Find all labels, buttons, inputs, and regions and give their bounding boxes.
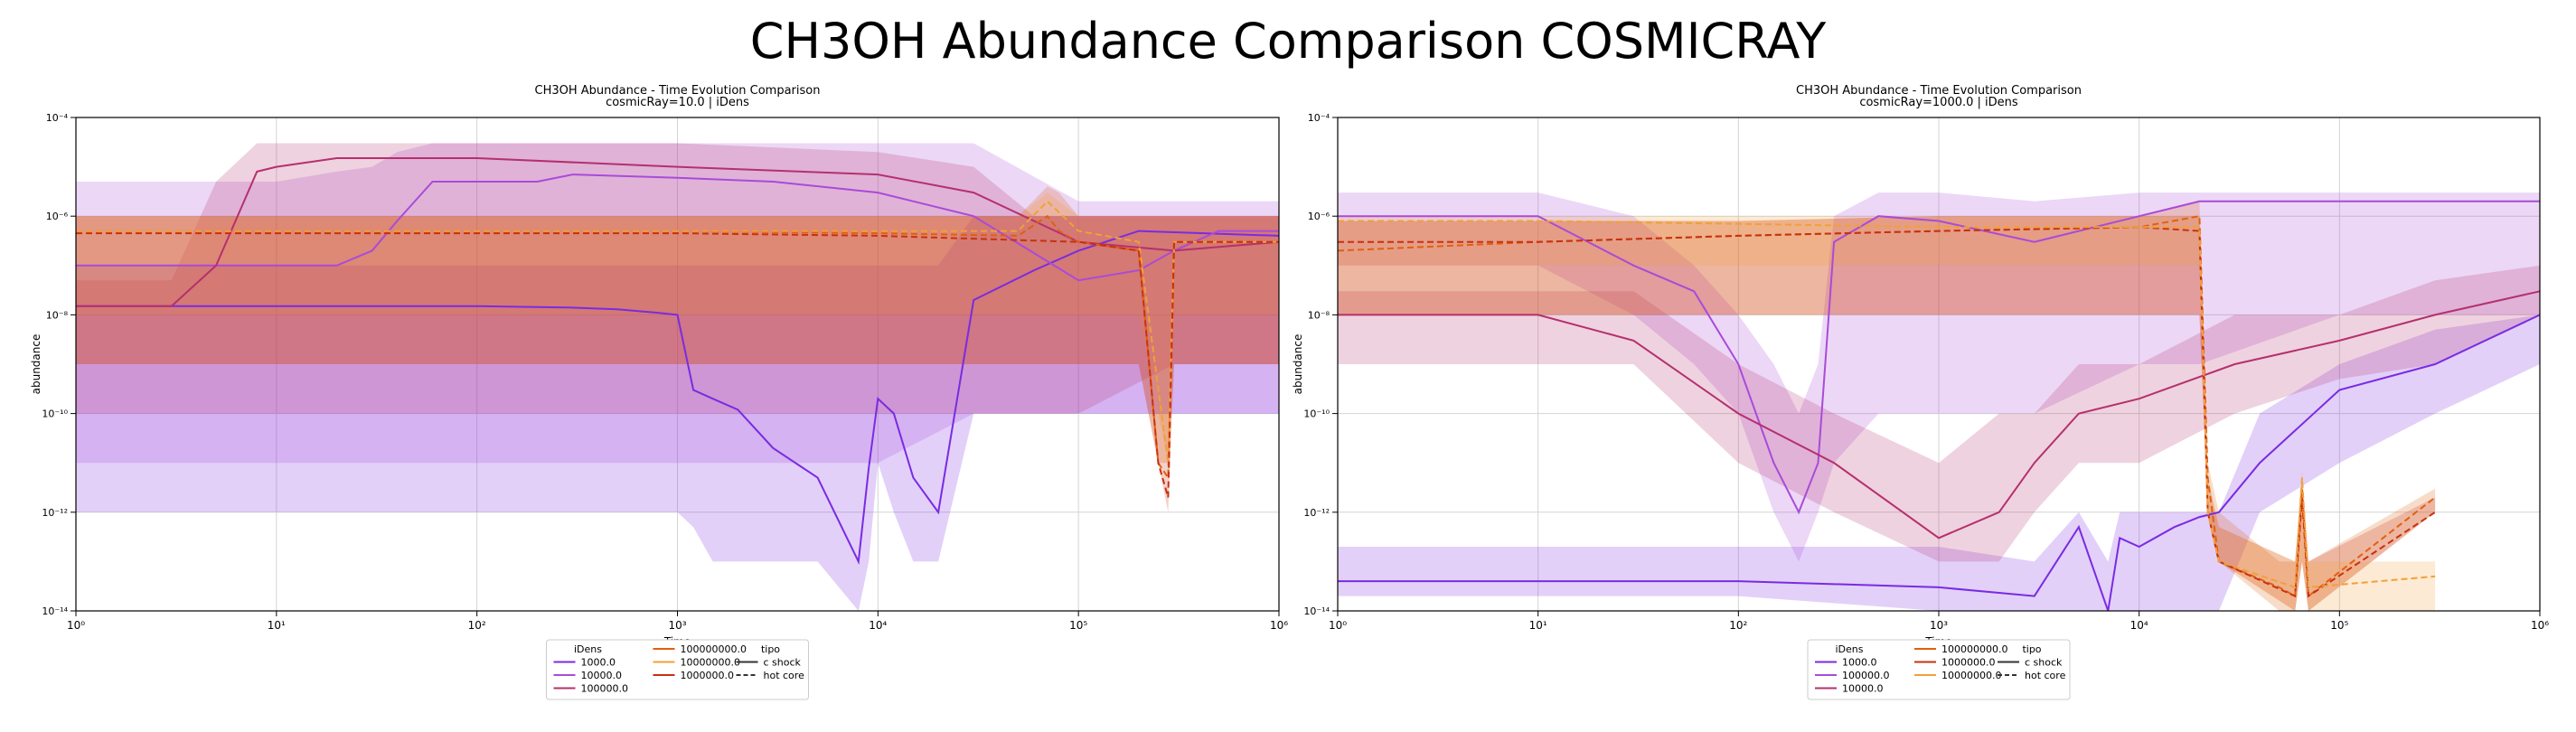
- x-tick-label: 10³: [668, 619, 686, 632]
- y-tick-label: 10⁻⁴: [46, 112, 69, 124]
- legend-entry: 10000.0: [581, 670, 623, 681]
- chart-title: CH3OH Abundance - Time Evolution Compari…: [1796, 84, 2082, 98]
- y-tick-label: 10⁻¹²: [1303, 507, 1330, 519]
- y-tick-label: 10⁻⁸: [1308, 309, 1330, 321]
- series-line-100000000.0: [76, 214, 1279, 481]
- x-tick-label: 10⁶: [1270, 619, 1288, 632]
- chart-panel-left: CH3OH Abundance - Time Evolution Compari…: [30, 84, 1288, 700]
- series-line-100000.0: [1338, 200, 2540, 515]
- plot-area: [1338, 192, 2540, 611]
- y-tick-label: 10⁻¹⁰: [1303, 408, 1330, 420]
- series-line-1000000.0: [1338, 226, 2436, 598]
- legend-entry: c shock: [764, 657, 802, 669]
- legend-entry: hot core: [2025, 670, 2066, 681]
- legend-entry: 100000000.0: [1941, 643, 2007, 655]
- y-tick-label: 10⁻⁸: [46, 309, 69, 321]
- x-tick-label: 10⁰: [1329, 619, 1347, 632]
- legend-title: tipo: [761, 643, 780, 655]
- x-tick-label: 10⁵: [2330, 619, 2348, 632]
- series-band-10000000.0: [76, 192, 1279, 464]
- legend-entry: 100000.0: [581, 683, 629, 695]
- chart-subtitle: cosmicRay=10.0 | iDens: [606, 96, 749, 109]
- legend-entry: 1000000.0: [1941, 657, 1996, 669]
- series-line-1000000.0: [76, 232, 1279, 498]
- series-line-10000000.0: [1338, 220, 2436, 589]
- legend-title: tipo: [2022, 643, 2041, 655]
- series-band-100000000.0: [76, 186, 1279, 464]
- y-tick-label: 10⁻¹⁰: [42, 408, 68, 420]
- legend-entry: c shock: [2025, 657, 2063, 669]
- series-line-10000.0: [76, 174, 1279, 282]
- legend-title: iDens: [1836, 643, 1864, 655]
- series-band-10000.0: [76, 143, 1279, 464]
- legend-entry: 1000.0: [1842, 657, 1877, 669]
- legend-box: [1807, 639, 2071, 700]
- legend-entry: 10000000.0: [1941, 670, 2001, 681]
- figure-title: CH3OH Abundance Comparison COSMICRAY: [750, 13, 1828, 70]
- x-tick-label: 10²: [1729, 619, 1747, 632]
- chart-panel-right: CH3OH Abundance - Time Evolution Compari…: [1292, 84, 2549, 700]
- plot-area: [76, 143, 1279, 611]
- y-tick-label: 10⁻⁶: [46, 211, 69, 222]
- chart-title: CH3OH Abundance - Time Evolution Compari…: [535, 84, 821, 98]
- x-tick-label: 10⁶: [2531, 619, 2549, 632]
- legend-entry: 100000.0: [1842, 670, 1890, 681]
- series-band-100000.0: [76, 143, 1279, 414]
- series-band-100000000.0: [1338, 201, 2436, 611]
- x-tick-label: 10⁴: [869, 619, 887, 632]
- series-band-1000.0: [76, 216, 1279, 611]
- x-tick-label: 10²: [468, 619, 486, 632]
- y-tick-label: 10⁻⁴: [1308, 112, 1330, 124]
- legend-box: [546, 639, 809, 700]
- series-band-100000.0: [1338, 192, 2540, 562]
- x-tick-label: 10⁴: [2130, 619, 2148, 632]
- legend-entry: 10000000.0: [681, 657, 740, 669]
- y-tick-label: 10⁻¹⁴: [1303, 605, 1330, 617]
- series-band-1000.0: [1338, 314, 2540, 611]
- x-tick-label: 10¹: [1529, 619, 1547, 632]
- series-line-1000.0: [76, 230, 1279, 565]
- legend-entry: 1000000.0: [681, 670, 735, 681]
- series-line-10000.0: [1338, 290, 2540, 540]
- series-band-10000.0: [1338, 265, 2540, 562]
- legend-entry: 10000.0: [1842, 683, 1884, 695]
- x-tick-label: 10¹: [268, 619, 286, 632]
- x-tick-label: 10⁰: [67, 619, 85, 632]
- series-band-10000000.0: [1338, 216, 2436, 611]
- legend-title: iDens: [574, 643, 602, 655]
- chart-subtitle: cosmicRay=1000.0 | iDens: [1859, 96, 2018, 109]
- y-axis-label: abundance: [1292, 334, 1304, 395]
- x-tick-label: 10⁵: [1069, 619, 1087, 632]
- y-axis-label: abundance: [30, 334, 42, 395]
- series-band-1000000.0: [1338, 216, 2436, 611]
- x-tick-label: 10³: [1930, 619, 1948, 632]
- y-tick-label: 10⁻¹⁴: [42, 605, 68, 617]
- y-tick-label: 10⁻¹²: [42, 507, 68, 519]
- legend-entry: 100000000.0: [681, 643, 747, 655]
- y-tick-label: 10⁻⁶: [1308, 211, 1330, 222]
- legend-entry: hot core: [764, 670, 805, 681]
- series-band-1000000.0: [76, 216, 1279, 512]
- legend-entry: 1000.0: [581, 657, 616, 669]
- series-line-1000.0: [1338, 314, 2540, 611]
